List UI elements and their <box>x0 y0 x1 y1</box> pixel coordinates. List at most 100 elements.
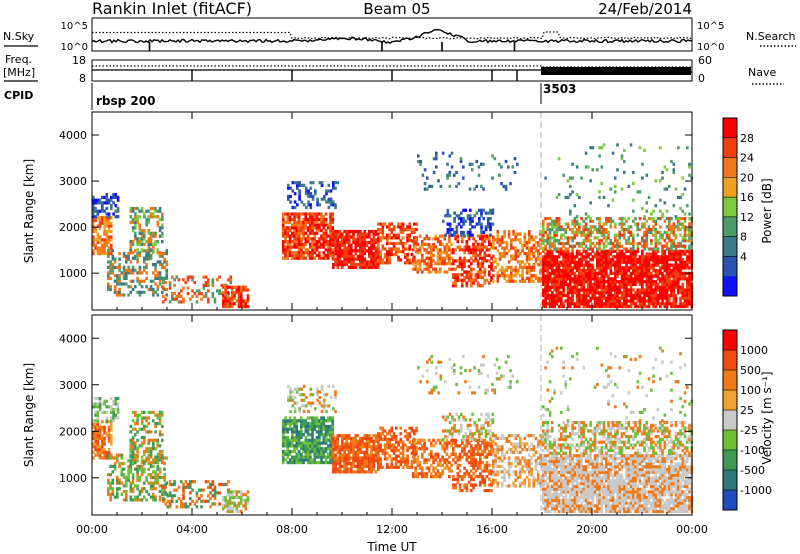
heatmap-cell <box>566 302 570 306</box>
heatmap-cell <box>318 438 321 442</box>
heatmap-cell <box>589 280 592 284</box>
heatmap-cell <box>647 291 651 295</box>
heatmap-cell <box>616 239 619 243</box>
heatmap-cell <box>674 302 678 306</box>
heatmap-cell <box>306 458 310 462</box>
heatmap-cell <box>305 192 308 196</box>
heatmap-cell <box>224 302 227 306</box>
heatmap-cell <box>209 496 212 501</box>
heatmap-cell <box>92 240 95 245</box>
heatmap-cell <box>480 162 483 166</box>
heatmap-cell <box>282 441 285 445</box>
heatmap-cell <box>542 266 545 270</box>
heatmap-cell <box>325 192 328 196</box>
heatmap-cell <box>479 251 482 255</box>
heatmap-cell <box>481 259 484 263</box>
heatmap-cell <box>436 262 440 266</box>
heatmap-cell <box>542 263 545 267</box>
heatmap-cell <box>282 245 285 249</box>
heatmap-cell <box>542 255 545 259</box>
heatmap-cell <box>152 249 155 253</box>
heatmap-cell <box>532 265 536 269</box>
heatmap-cell <box>609 299 613 303</box>
heatmap-cell <box>107 274 110 278</box>
heatmap-cell <box>222 495 225 500</box>
heatmap-cell <box>611 299 615 303</box>
heatmap-cell <box>390 241 394 246</box>
heatmap-cell <box>629 266 633 270</box>
heatmap-cell <box>320 245 323 249</box>
heatmap-cell <box>514 265 518 269</box>
heatmap-cell <box>620 274 624 278</box>
heatmap-cell <box>580 299 583 303</box>
heatmap-cell <box>143 260 146 264</box>
heatmap-cell <box>166 499 170 503</box>
heatmap-cell <box>544 293 547 298</box>
heatmap-cell <box>352 254 355 258</box>
heatmap-cell <box>474 273 478 277</box>
heatmap-cell <box>138 498 142 502</box>
heatmap-cell <box>548 255 552 259</box>
heatmap-cell <box>492 274 495 278</box>
heatmap-cell <box>240 509 243 514</box>
heatmap-cell <box>623 159 626 164</box>
heatmap-cell <box>661 212 664 216</box>
heatmap-cell <box>593 274 597 278</box>
heatmap-cell <box>320 458 323 462</box>
heatmap-cell <box>571 271 574 275</box>
heatmap-cell <box>605 260 608 264</box>
heatmap-cell <box>397 247 400 251</box>
heatmap-cell <box>562 280 565 284</box>
heatmap-cell <box>286 242 290 246</box>
heatmap-cell <box>368 265 371 269</box>
heatmap-cell <box>164 485 167 489</box>
heatmap-cell <box>156 455 160 459</box>
heatmap-cell <box>374 232 378 236</box>
heatmap-cell <box>465 284 469 288</box>
heatmap-cell <box>629 280 633 284</box>
heatmap-cell <box>109 498 112 502</box>
heatmap-cell <box>302 455 305 459</box>
heatmap-cell <box>521 246 524 250</box>
heatmap-cell <box>374 246 378 250</box>
heatmap-cell <box>435 154 438 158</box>
heatmap-cell <box>528 279 531 283</box>
heatmap-cell <box>611 271 615 275</box>
heatmap-cell <box>288 441 292 445</box>
heatmap-cell <box>432 170 436 175</box>
heatmap-cell <box>103 195 106 199</box>
heatmap-cell <box>514 232 518 236</box>
heatmap-cell <box>679 277 682 281</box>
heatmap-cell <box>311 217 314 222</box>
heatmap-cell <box>557 304 561 309</box>
heatmap-cell <box>503 268 506 272</box>
heatmap-cell <box>118 462 121 466</box>
heatmap-cell <box>152 293 155 297</box>
heatmap-cell <box>306 461 310 465</box>
heatmap-cell <box>643 271 646 275</box>
heatmap-cell <box>551 263 554 267</box>
heatmap-cell <box>320 433 323 437</box>
heatmap-cell <box>158 484 162 488</box>
heatmap-cell <box>654 260 658 264</box>
heatmap-cell <box>306 251 310 255</box>
heatmap-cell <box>295 447 299 451</box>
heatmap-cell <box>636 244 640 248</box>
heatmap-cell <box>189 297 192 301</box>
heatmap-cell <box>641 299 644 303</box>
heatmap-cell <box>548 274 552 278</box>
heatmap-cell <box>105 229 109 234</box>
heatmap-cell <box>607 236 610 240</box>
heatmap-cell <box>291 217 294 222</box>
heatmap-cell <box>589 247 592 251</box>
heatmap-cell <box>494 265 497 269</box>
heatmap-cell <box>665 225 669 229</box>
heatmap-cell <box>641 280 644 284</box>
heatmap-cell <box>462 208 465 212</box>
heatmap-cell <box>313 234 317 238</box>
heatmap-cell <box>555 258 559 262</box>
heatmap-cell <box>683 293 687 298</box>
heatmap-cell <box>625 274 628 278</box>
heatmap-cell <box>472 267 475 271</box>
heatmap-cell <box>688 249 691 253</box>
